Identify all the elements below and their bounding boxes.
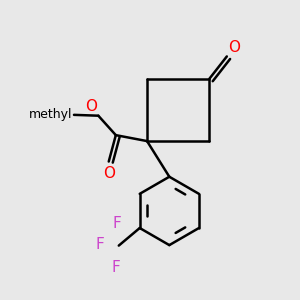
Text: methyl: methyl	[29, 108, 72, 121]
Text: F: F	[113, 216, 122, 231]
Text: O: O	[229, 40, 241, 55]
Text: F: F	[111, 260, 120, 275]
Text: O: O	[103, 166, 115, 181]
Text: F: F	[96, 237, 104, 252]
Text: O: O	[85, 99, 97, 114]
